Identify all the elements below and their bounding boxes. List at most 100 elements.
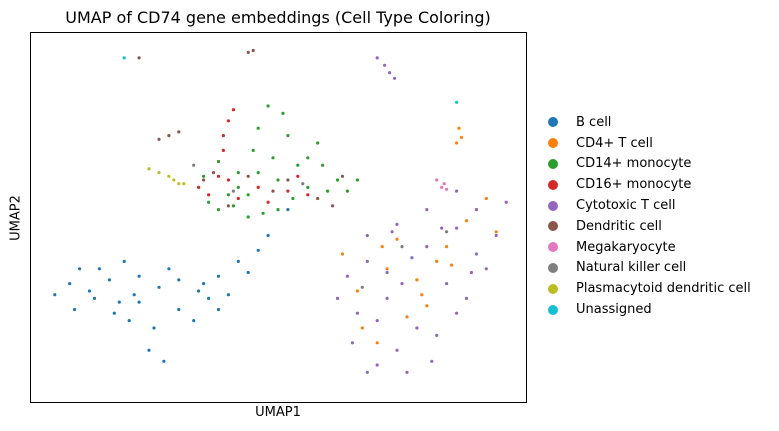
- points-layer: [53, 48, 508, 374]
- scatter-point: [132, 293, 136, 297]
- scatter-point: [316, 196, 320, 201]
- scatter-point: [137, 300, 141, 304]
- scatter-point: [301, 182, 305, 186]
- legend-marker: [548, 138, 558, 149]
- legend-label: CD4+ T cell: [576, 135, 653, 151]
- legend-label: Plasmacytoid dendritic cell: [576, 281, 751, 297]
- scatter-point: [455, 100, 459, 104]
- scatter-point: [97, 267, 101, 271]
- scatter-point: [167, 174, 171, 178]
- scatter-point: [420, 293, 424, 297]
- scatter-point: [207, 296, 211, 300]
- scatter-point: [211, 171, 216, 175]
- scatter-point: [147, 167, 151, 171]
- scatter-point: [395, 222, 399, 226]
- scatter-point: [395, 237, 399, 241]
- scatter-point: [256, 185, 260, 189]
- scatter-point: [395, 348, 399, 352]
- scatter-point: [445, 245, 449, 249]
- scatter-point: [445, 187, 449, 191]
- legend-marker: [548, 283, 558, 294]
- legend-item: Unassigned: [545, 299, 751, 320]
- legend-item: CD16+ monocyte: [545, 174, 751, 195]
- scatter-point: [202, 174, 206, 178]
- scatter-point: [216, 159, 221, 164]
- scatter-point: [172, 178, 176, 182]
- scatter-point: [236, 196, 240, 201]
- scatter-point: [410, 256, 414, 260]
- scatter-point: [380, 245, 384, 249]
- scatter-point: [494, 230, 498, 234]
- scatter-point: [425, 208, 429, 212]
- scatter-point: [197, 289, 201, 293]
- legend-item: B cell: [545, 112, 751, 133]
- scatter-point: [246, 270, 250, 275]
- scatter-point: [226, 178, 230, 182]
- scatter-point: [271, 189, 275, 193]
- scatter-point: [216, 307, 221, 312]
- scatter-point: [286, 208, 290, 212]
- scatter-point: [296, 174, 300, 178]
- scatter-point: [197, 185, 201, 189]
- y-axis-label: UMAP2: [8, 195, 24, 241]
- scatter-point: [464, 219, 469, 223]
- scatter-point: [256, 171, 260, 175]
- scatter-point: [375, 363, 379, 367]
- legend-marker: [548, 179, 558, 190]
- scatter-point: [360, 326, 364, 330]
- scatter-point: [266, 200, 270, 204]
- scatter-point: [226, 204, 230, 208]
- scatter-point: [266, 104, 270, 108]
- legend-item: Dendritic cell: [545, 216, 751, 237]
- legend-label: Natural killer cell: [576, 260, 687, 276]
- scatter-point: [246, 193, 250, 197]
- scatter-point: [345, 189, 349, 193]
- scatter-point: [226, 293, 230, 297]
- x-axis-label: UMAP1: [255, 405, 301, 420]
- scatter-point: [251, 148, 255, 152]
- legend-marker: [548, 200, 558, 211]
- scatter-point: [286, 178, 290, 182]
- scatter-point: [207, 193, 211, 197]
- scatter-point: [266, 233, 270, 238]
- scatter-point: [202, 178, 206, 182]
- legend-label: B cell: [576, 114, 612, 130]
- scatter-point: [385, 270, 389, 275]
- scatter-point: [440, 226, 444, 230]
- scatter-point: [192, 163, 196, 167]
- legend-label: Cytotoxic T cell: [576, 198, 676, 214]
- scatter-point: [157, 171, 161, 175]
- scatter-point: [286, 189, 290, 193]
- scatter-point: [455, 226, 459, 230]
- scatter-point: [306, 185, 310, 189]
- scatter-point: [73, 307, 77, 312]
- scatter-point: [435, 259, 439, 263]
- scatter-point: [261, 211, 265, 215]
- scatter-point: [355, 178, 359, 182]
- scatter-point: [207, 200, 211, 204]
- scatter-point: [221, 148, 225, 152]
- scatter-point: [251, 48, 255, 53]
- scatter-point: [167, 134, 171, 138]
- scatter-point: [375, 341, 379, 345]
- scatter-point: [440, 185, 444, 189]
- scatter-point: [385, 267, 389, 271]
- scatter-point: [137, 56, 141, 60]
- plot-frame: [30, 32, 527, 403]
- scatter-point: [464, 296, 469, 300]
- scatter-point: [231, 189, 235, 193]
- scatter-point: [360, 285, 364, 289]
- scatter-point: [177, 307, 181, 312]
- scatter-point: [112, 311, 116, 315]
- scatter-point: [415, 326, 419, 330]
- legend-marker: [548, 117, 558, 128]
- scatter-point: [167, 267, 171, 271]
- scatter-point: [455, 189, 459, 193]
- scatter-point: [226, 193, 230, 197]
- scatter-point: [350, 341, 354, 345]
- legend-item: Megakaryocyte: [545, 237, 751, 258]
- scatter-point: [335, 296, 340, 300]
- scatter-point: [122, 56, 126, 60]
- scatter-point: [340, 252, 345, 256]
- legend-item: CD14+ monocyte: [545, 154, 751, 175]
